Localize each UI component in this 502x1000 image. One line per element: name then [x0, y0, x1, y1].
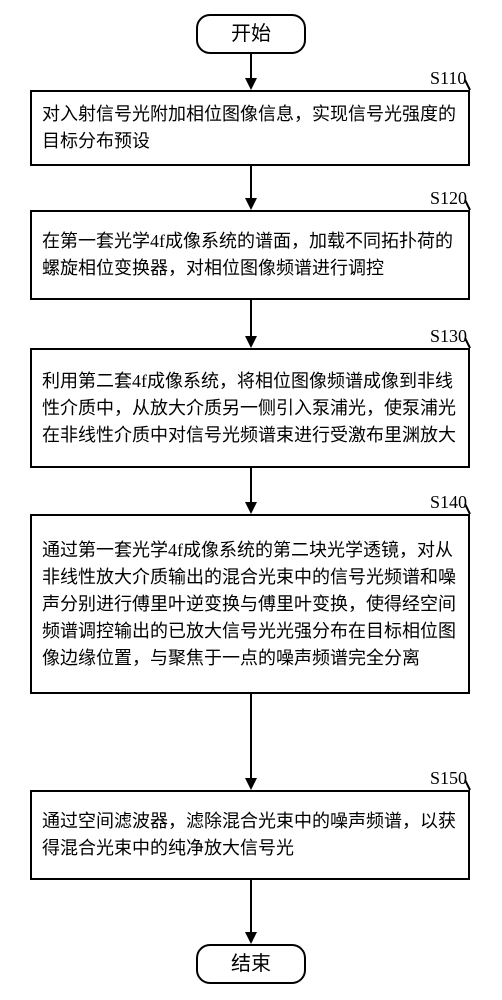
arrow-head-4: [245, 778, 257, 790]
label-S110: S110: [430, 68, 466, 89]
arrow-head-3: [245, 502, 257, 514]
arrow-head-0: [245, 78, 257, 90]
label-S130: S130: [430, 326, 467, 347]
arrow-line-3: [250, 468, 252, 502]
arrow-line-5: [250, 880, 252, 932]
arrow-head-1: [245, 198, 257, 210]
step-S120: 在第一套光学4f成像系统的谱面，加载不同拓扑荷的螺旋相位变换器，对相位图像频谱进…: [30, 210, 470, 300]
arrow-line-0: [250, 54, 252, 78]
arrow-line-4: [250, 694, 252, 778]
step-S150: 通过空间滤波器，滤除混合光束中的噪声频谱，以获得混合光束中的纯净放大信号光: [30, 790, 470, 880]
arrow-line-2: [250, 300, 252, 336]
end-terminal: 结束: [196, 944, 306, 984]
start-terminal: 开始: [196, 14, 306, 54]
step-S110: 对入射信号光附加相位图像信息，实现信号光强度的目标分布预设: [30, 90, 470, 166]
label-S120: S120: [430, 188, 467, 209]
step-S130: 利用第二套4f成像系统，将相位图像频谱成像到非线性介质中，从放大介质另一侧引入泵…: [30, 348, 470, 468]
label-S140: S140: [430, 492, 467, 513]
arrow-line-1: [250, 166, 252, 198]
arrow-head-5: [245, 932, 257, 944]
label-S150: S150: [430, 768, 467, 789]
step-S140: 通过第一套光学4f成像系统的第二块光学透镜，对从非线性放大介质输出的混合光束中的…: [30, 514, 470, 694]
arrow-head-2: [245, 336, 257, 348]
flowchart-canvas: 开始结束 对入射信号光附加相位图像信息，实现信号光强度的目标分布预设S110 在第一…: [0, 0, 502, 1000]
